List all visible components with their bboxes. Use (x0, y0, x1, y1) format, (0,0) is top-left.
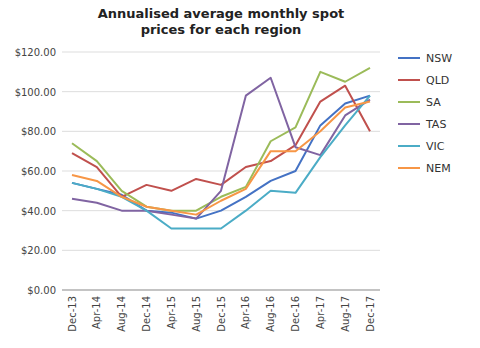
title: Annualised average monthly spotprices fo… (98, 6, 345, 37)
x-tick-label: Aug-14 (116, 296, 127, 332)
grid-line (62, 171, 380, 172)
y-tick-label: $0.00 (27, 285, 56, 296)
title-line: prices for each region (141, 22, 302, 37)
series-line (72, 96, 370, 219)
legend-label: NSW (426, 52, 452, 65)
x-tick-label: Apr-15 (166, 296, 177, 329)
x-tick-label: Aug-17 (340, 296, 351, 332)
y-tick-label: $100.00 (15, 87, 56, 98)
legend-swatch (398, 57, 420, 59)
title-line: Annualised average monthly spot (98, 6, 345, 21)
grid-line (62, 250, 380, 251)
x-tick-label: Apr-16 (240, 296, 251, 329)
x-tick-label: Aug-16 (265, 296, 276, 332)
x-tick-label: Dec-15 (216, 296, 227, 332)
y-tick-label: $20.00 (21, 245, 56, 256)
series-line (72, 86, 370, 197)
legend-swatch (398, 101, 420, 103)
x-tick-label: Apr-17 (315, 296, 326, 329)
y-tick-label: $80.00 (21, 126, 56, 137)
y-tick-label: $40.00 (21, 206, 56, 217)
x-tick-label: Dec-13 (67, 296, 78, 332)
legend-swatch (398, 145, 420, 147)
plot-area (72, 68, 370, 229)
series-line (72, 78, 370, 219)
legend-swatch (398, 123, 420, 125)
legend-label: QLD (426, 74, 449, 87)
grid-line (62, 131, 380, 132)
x-tick-label: Aug-15 (191, 296, 202, 332)
legend-label: NEM (426, 162, 451, 175)
series-line (72, 102, 370, 215)
legend-swatch (398, 79, 420, 81)
grid-line (62, 290, 380, 291)
x-tick-label: Dec-17 (365, 296, 376, 332)
chart: Annualised average monthly spotprices fo… (0, 0, 480, 348)
grid-line (62, 52, 380, 53)
y-tick-label: $120.00 (15, 47, 56, 58)
legend-label: VIC (426, 140, 445, 153)
x-tick-label: Dec-14 (141, 296, 152, 332)
x-tick-label: Apr-14 (91, 296, 102, 329)
x-tick-label: Dec-16 (290, 296, 301, 332)
grid-line (62, 91, 380, 92)
y-tick-label: $60.00 (21, 166, 56, 177)
series-line (72, 96, 370, 229)
x-axis (62, 290, 380, 291)
legend-swatch (398, 167, 420, 169)
legend-label: TAS (425, 118, 446, 131)
legend-label: SA (426, 96, 441, 109)
